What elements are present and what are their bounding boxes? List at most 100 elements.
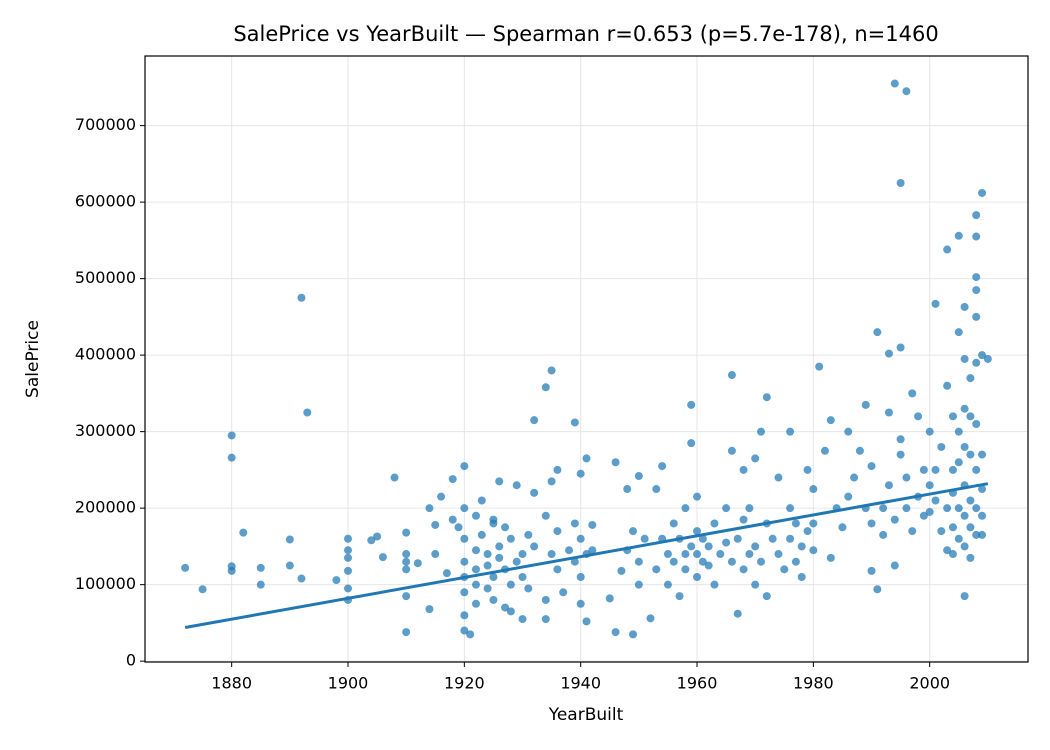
point (972, 358, 981, 367)
point (687, 542, 696, 551)
point (483, 550, 492, 559)
point (948, 523, 957, 532)
point (902, 473, 911, 482)
point (826, 416, 835, 425)
point (693, 492, 702, 501)
point (693, 527, 702, 536)
point (914, 412, 923, 421)
point (809, 546, 818, 555)
point (518, 573, 527, 582)
chart-title: SalePrice vs YearBuilt — Spearman r=0.65… (233, 22, 938, 46)
point (780, 565, 789, 574)
point (809, 485, 818, 494)
point (966, 374, 975, 383)
point (919, 465, 928, 474)
point (431, 520, 440, 529)
point (285, 535, 294, 544)
point (704, 561, 713, 570)
point (972, 232, 981, 241)
x-tick-label: 1900 (328, 674, 369, 693)
point (460, 557, 469, 566)
point (902, 504, 911, 513)
point (681, 565, 690, 574)
point (972, 504, 981, 513)
point (477, 496, 486, 505)
point (954, 534, 963, 543)
point (966, 523, 975, 532)
point (646, 614, 655, 623)
point (466, 630, 475, 639)
point (704, 542, 713, 551)
point (239, 528, 248, 537)
point (739, 565, 748, 574)
point (501, 603, 510, 612)
point (390, 473, 399, 482)
point (978, 450, 987, 459)
y-tick-label: 200000 (75, 498, 136, 517)
point (948, 465, 957, 474)
y-tick-label: 0 (126, 651, 136, 670)
point (791, 557, 800, 566)
point (588, 546, 597, 555)
point (582, 617, 591, 626)
point (884, 349, 893, 358)
point (541, 615, 550, 624)
point (483, 584, 492, 593)
point (902, 87, 911, 96)
point (786, 504, 795, 513)
point (285, 561, 294, 570)
point (838, 523, 847, 532)
point (530, 416, 539, 425)
point (634, 472, 643, 481)
point (867, 566, 876, 575)
point (890, 515, 899, 524)
point (937, 442, 946, 451)
point (803, 465, 812, 474)
point (797, 573, 806, 582)
point (506, 580, 515, 589)
point (757, 427, 766, 436)
point (634, 580, 643, 589)
point (925, 481, 934, 490)
point (873, 585, 882, 594)
point (681, 550, 690, 559)
point (495, 477, 504, 486)
point (960, 302, 969, 311)
point (978, 530, 987, 539)
point (978, 511, 987, 520)
point (698, 557, 707, 566)
point (972, 286, 981, 295)
y-tick-label: 300000 (75, 421, 136, 440)
point (786, 534, 795, 543)
point (332, 576, 341, 585)
point (588, 520, 597, 529)
point (960, 592, 969, 601)
point (931, 465, 940, 474)
point (972, 211, 981, 220)
point (344, 566, 353, 575)
point (884, 408, 893, 417)
point (669, 557, 678, 566)
point (460, 504, 469, 513)
point (663, 550, 672, 559)
point (489, 519, 498, 528)
point (582, 454, 591, 463)
point (483, 561, 492, 570)
point (495, 553, 504, 562)
point (547, 366, 556, 375)
point (966, 450, 975, 459)
point (954, 231, 963, 240)
point (640, 534, 649, 543)
point (541, 383, 550, 392)
point (896, 343, 905, 352)
point (727, 557, 736, 566)
point (518, 615, 527, 624)
point (553, 465, 562, 474)
point (960, 442, 969, 451)
point (762, 592, 771, 601)
point (693, 573, 702, 582)
point (786, 427, 795, 436)
point (896, 435, 905, 444)
point (710, 580, 719, 589)
